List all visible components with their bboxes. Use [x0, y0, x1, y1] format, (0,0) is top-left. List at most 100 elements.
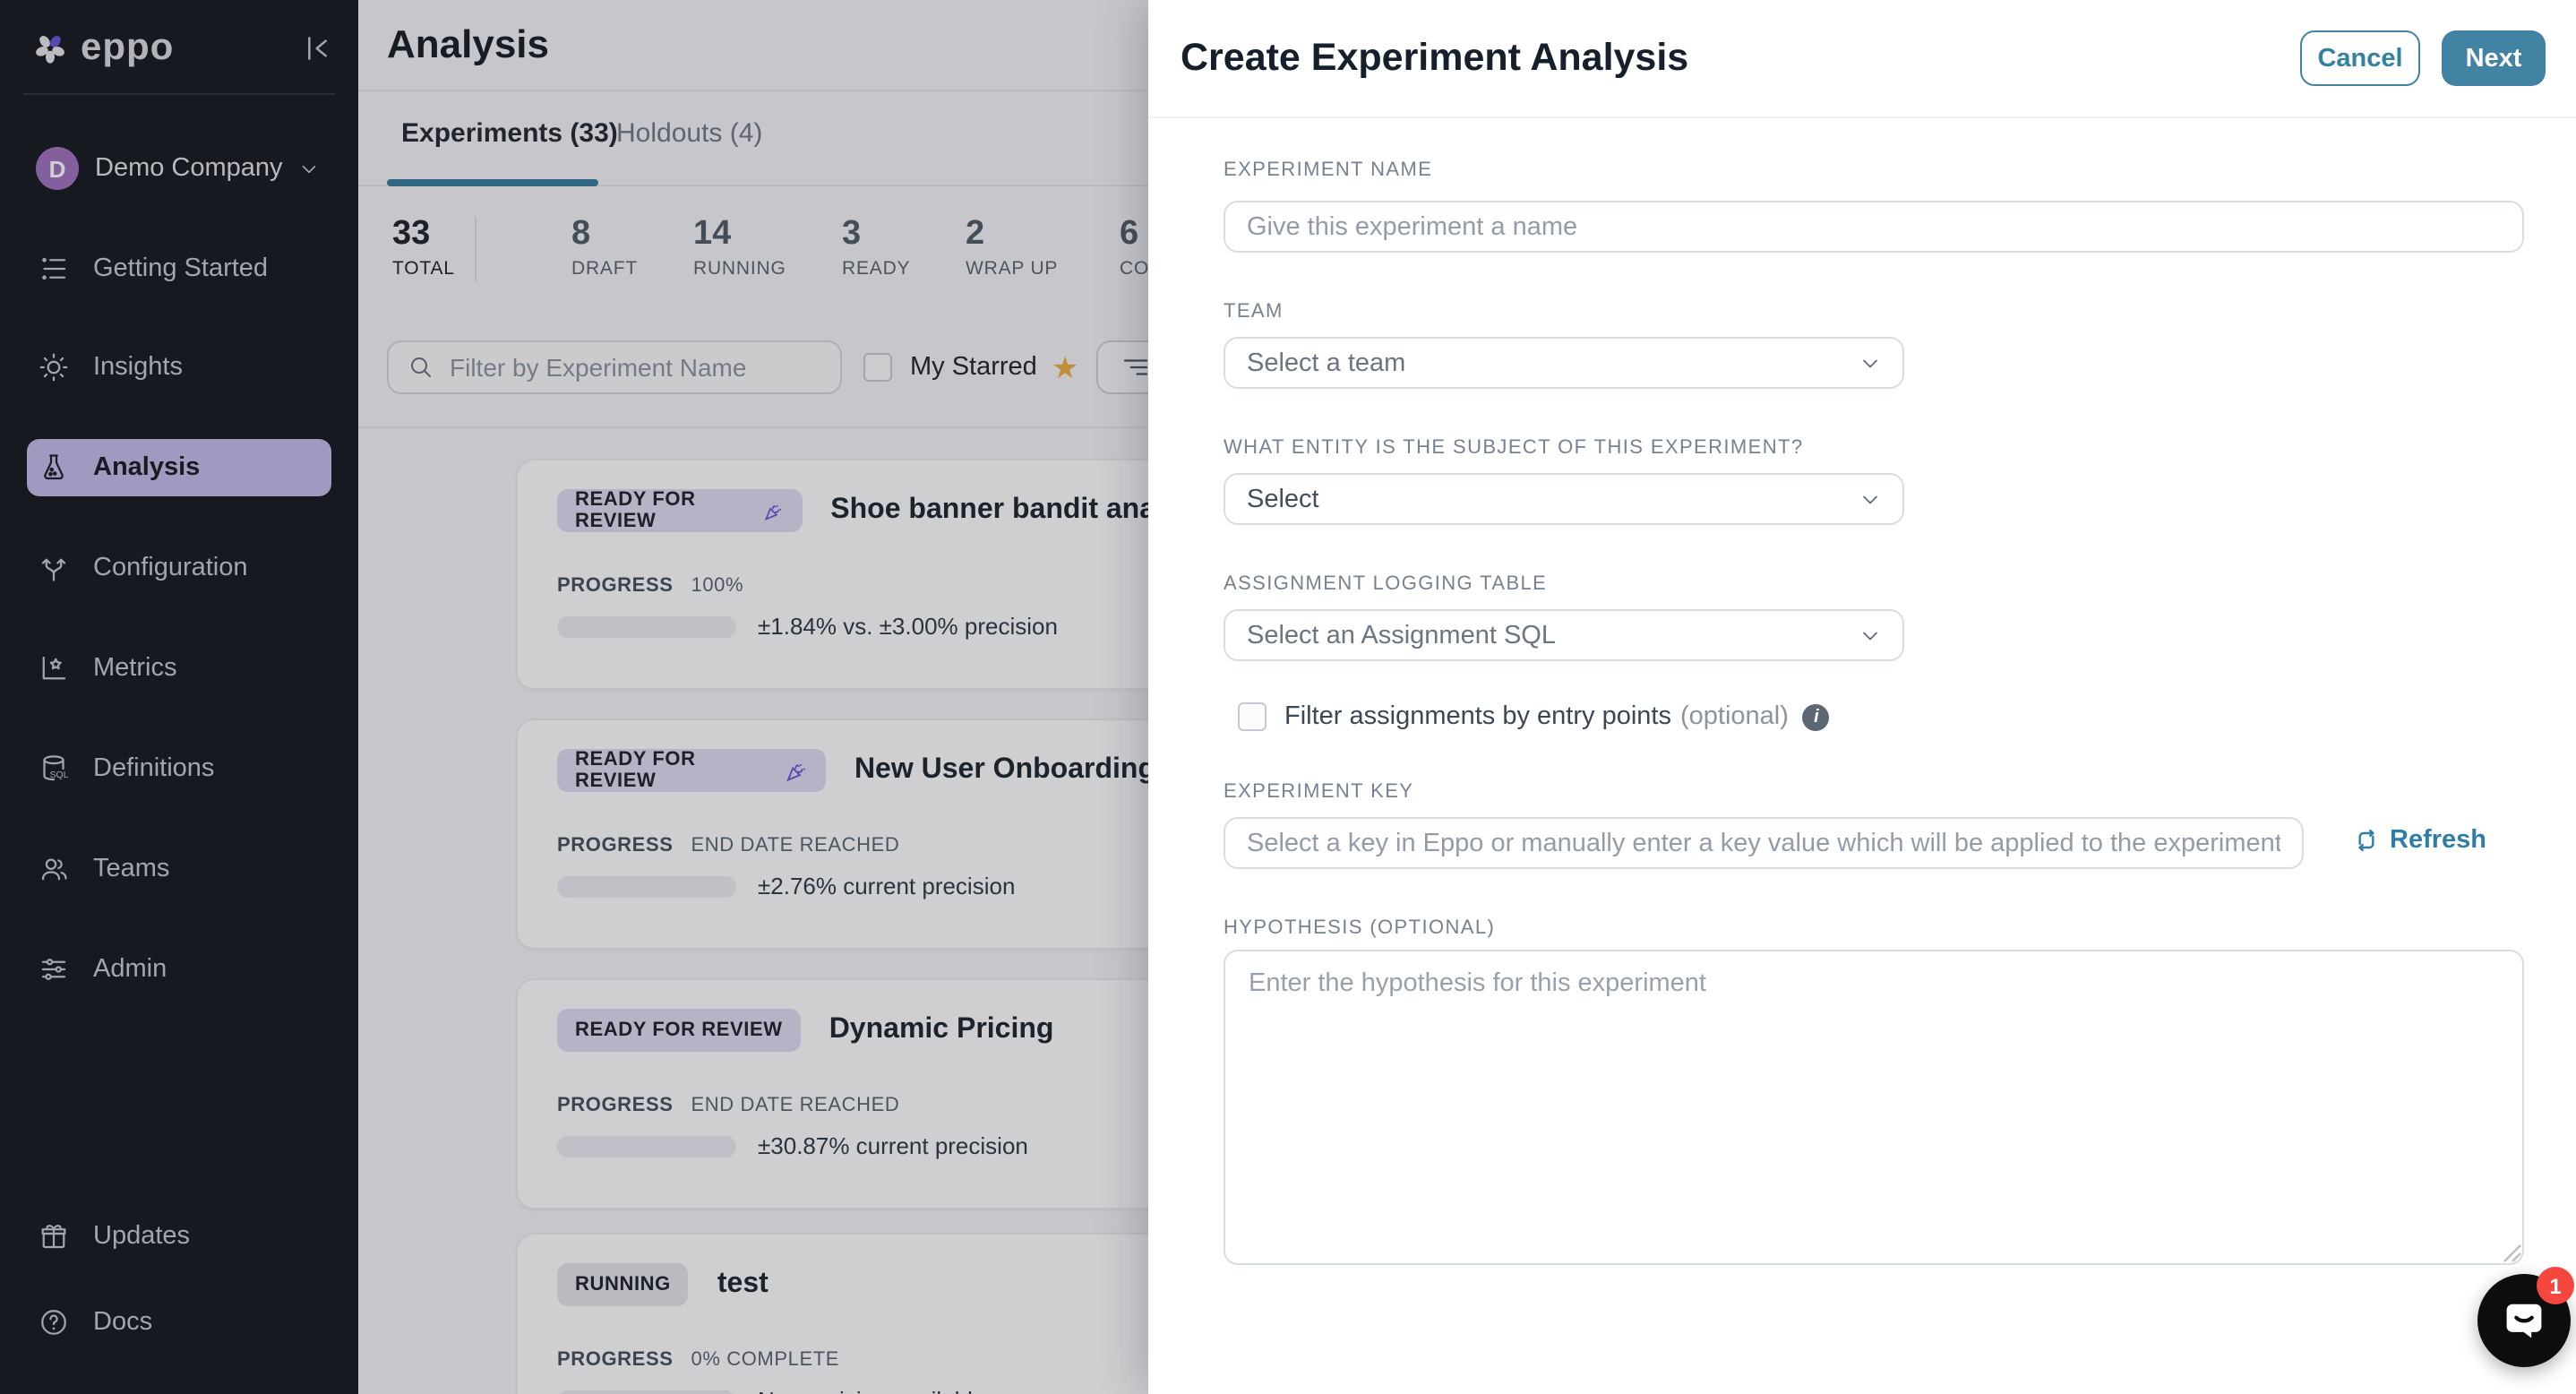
experiment-key-field[interactable] [1224, 817, 2304, 869]
stat-total: 33 TOTAL [392, 215, 455, 280]
status-badge: READY FOR REVIEW [557, 489, 803, 532]
refresh-label: Refresh [2390, 826, 2486, 855]
sidebar-item-configuration[interactable]: Configuration [27, 539, 331, 597]
progress-value: END DATE REACHED [691, 1095, 900, 1116]
sidebar-item-label: Admin [93, 955, 167, 984]
experiment-name-field[interactable] [1224, 201, 2524, 253]
database-sql-icon: SQL [43, 755, 69, 781]
cancel-button[interactable]: Cancel [2300, 30, 2420, 86]
team-select[interactable]: Select a team [1224, 337, 1904, 389]
sidebar-divider [23, 93, 335, 95]
workspace-switcher[interactable]: D Demo Company [36, 147, 321, 190]
help-icon [41, 1310, 66, 1335]
stat-value: 14 [693, 215, 732, 253]
assignment-sql-select[interactable]: Select an Assignment SQL [1224, 609, 1904, 661]
star-icon: ★ [1051, 350, 1079, 384]
sidebar-item-label: Definitions [93, 754, 215, 783]
assignment-table-label: ASSIGNMENT LOGGING TABLE [1224, 573, 1548, 595]
status-badge: RUNNING [557, 1263, 689, 1306]
progress-label: PROGRESS [557, 1095, 674, 1116]
stat-label: TOTAL [392, 258, 455, 280]
team-select-value: Select a team [1247, 348, 1406, 377]
experiment-card[interactable]: READY FOR REVIEW Shoe banner bandit ana … [516, 459, 1197, 690]
svg-text:SQL: SQL [50, 770, 69, 780]
stat-draft: 8 DRAFT [571, 215, 638, 280]
my-starred-filter[interactable]: My Starred ★ [863, 340, 1078, 394]
experiment-card[interactable]: RUNNING test PROGRESS 0% COMPLETE No pre… [516, 1233, 1197, 1394]
progress-label: PROGRESS [557, 1349, 674, 1371]
stat-label: READY [842, 258, 911, 280]
tab-experiments[interactable]: Experiments (33) [401, 118, 618, 149]
entry-points-row: Filter assignments by entry points (opti… [1238, 702, 1830, 731]
precision-text: ±30.87% current precision [758, 1132, 1028, 1159]
logo: eppo [32, 25, 333, 72]
sidebar-item-label: Getting Started [93, 254, 269, 283]
stat-running: 14 RUNNING [693, 215, 786, 280]
sidebar-item-metrics[interactable]: Metrics [27, 640, 331, 697]
tab-holdouts[interactable]: Holdouts (4) [616, 118, 763, 149]
active-tab-underline [387, 179, 598, 186]
gear-icon [39, 353, 68, 382]
sidebar-item-label: Updates [93, 1222, 191, 1251]
people-icon [41, 858, 67, 881]
entity-select-value: Select [1247, 485, 1319, 513]
hypothesis-field[interactable] [1224, 950, 2524, 1265]
sidebar-item-label: Teams [93, 855, 170, 883]
chat-launcher[interactable]: 1 [2477, 1267, 2574, 1367]
sidebar-item-analysis[interactable]: Analysis [27, 439, 331, 496]
sidebar-item-definitions[interactable]: SQL Definitions [27, 740, 331, 797]
entry-points-optional: (optional) [1679, 702, 1789, 731]
stat-label: RUNNING [693, 258, 786, 280]
sidebar-item-label: Metrics [93, 654, 177, 683]
assignment-sql-select-value: Select an Assignment SQL [1247, 621, 1556, 650]
status-text: RUNNING [575, 1274, 671, 1295]
precision-text: No precision available [758, 1387, 985, 1394]
next-button[interactable]: Next [2442, 30, 2546, 86]
stat-label: WRAP UP [966, 258, 1059, 280]
my-starred-checkbox[interactable] [863, 353, 892, 382]
stat-label: DRAFT [571, 258, 638, 280]
status-badge: READY FOR REVIEW [557, 1009, 801, 1052]
notification-badge: 1 [2537, 1267, 2574, 1304]
chevron-down-icon [1863, 495, 1877, 503]
textarea-resize-handle[interactable] [2501, 1242, 2522, 1263]
chevron-down-icon [1863, 358, 1877, 367]
progress-bar [557, 1390, 736, 1394]
refresh-key-button[interactable]: Refresh [2352, 826, 2486, 855]
info-icon[interactable]: i [1802, 703, 1830, 730]
sidebar-item-teams[interactable]: Teams [27, 840, 331, 898]
status-badge: READY FOR REVIEW [557, 749, 826, 792]
sidebar-item-label: Configuration [93, 554, 248, 582]
sidebar-item-admin[interactable]: Admin [27, 941, 331, 998]
entry-points-checkbox[interactable] [1238, 702, 1267, 731]
chevron-down-icon [1863, 631, 1877, 640]
checklist-icon [42, 257, 66, 280]
modal-header-divider [1148, 116, 2576, 118]
search-icon [411, 357, 431, 377]
celebration-icon [786, 762, 805, 781]
status-text: READY FOR REVIEW [575, 489, 696, 532]
stat-wrap-up: 2 WRAP UP [966, 215, 1058, 280]
sidebar-item-label: Docs [93, 1308, 153, 1337]
chat-bubble-icon [2477, 1274, 2571, 1367]
collapse-sidebar-icon[interactable] [297, 30, 333, 66]
stat-value: 2 [966, 215, 985, 253]
sidebar-item-updates[interactable]: Updates [27, 1208, 331, 1265]
page-title: Analysis [387, 22, 549, 66]
experiment-card[interactable]: READY FOR REVIEW Dynamic Pricing PROGRES… [516, 978, 1197, 1209]
search-input[interactable] [450, 353, 822, 382]
modal-title: Create Experiment Analysis [1181, 36, 1689, 79]
stat-divider [475, 217, 477, 281]
logo-text: eppo [81, 27, 175, 68]
stat-value: 33 [392, 215, 431, 253]
workspace-name: Demo Company [95, 154, 283, 183]
progress-value: 0% COMPLETE [691, 1349, 840, 1371]
sidebar-item-insights[interactable]: Insights [27, 339, 331, 396]
sidebar-item-docs[interactable]: Docs [27, 1294, 331, 1351]
entity-select[interactable]: Select [1224, 473, 1904, 525]
progress-bar [557, 1135, 736, 1157]
stat-ready: 3 READY [842, 215, 910, 280]
refresh-icon [2358, 829, 2374, 852]
my-starred-label: My Starred [910, 353, 1037, 382]
sidebar-item-getting-started[interactable]: Getting Started [27, 240, 331, 297]
